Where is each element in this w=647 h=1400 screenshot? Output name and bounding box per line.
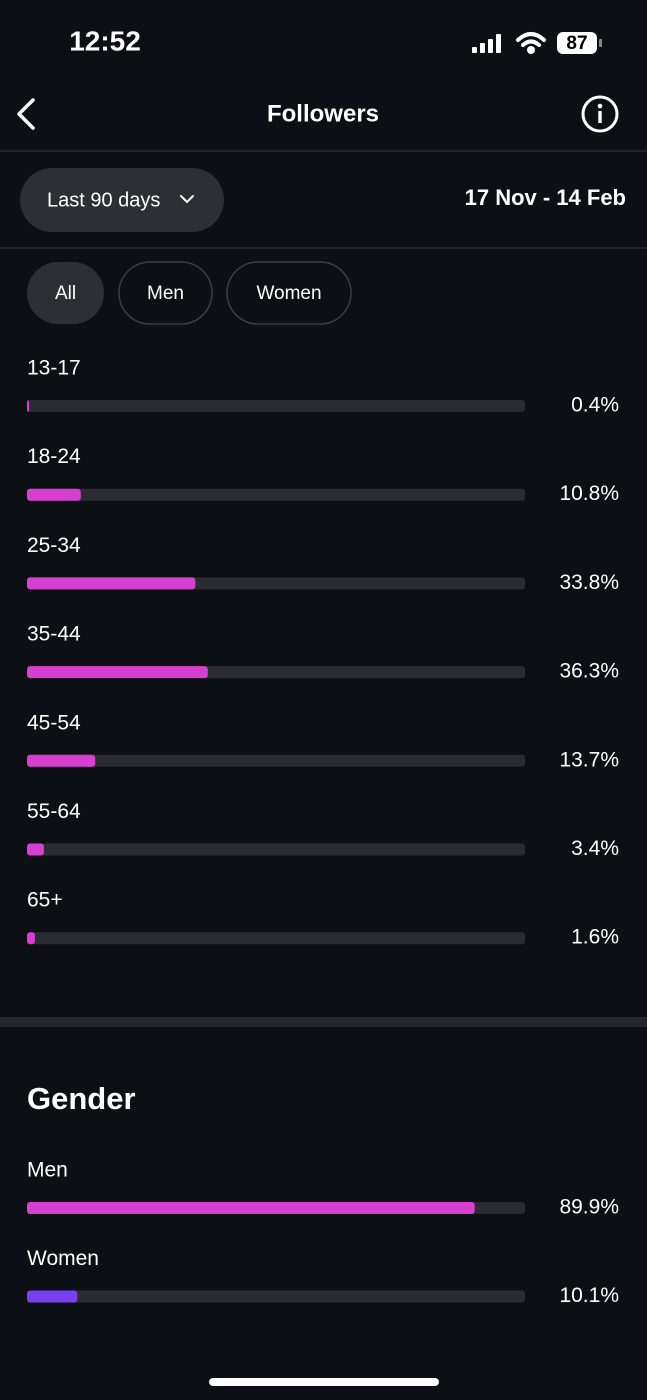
- bar-track: [27, 843, 525, 856]
- row-label: Women: [27, 1247, 99, 1270]
- tab-label: Men: [147, 283, 184, 304]
- row-label: 45-54: [27, 711, 81, 734]
- value-label: 33.8%: [559, 571, 619, 594]
- bar: [27, 400, 29, 412]
- signal-icon: [472, 34, 501, 53]
- bar: [27, 843, 44, 856]
- bar: [27, 1202, 475, 1214]
- row-label: 18-24: [27, 445, 81, 468]
- back-button[interactable]: [17, 98, 35, 130]
- row-label: 25-34: [27, 534, 81, 557]
- tab-label: All: [55, 283, 76, 304]
- value-label: 3.4%: [571, 837, 619, 860]
- range-label: Last 90 days: [47, 189, 160, 211]
- value-label: 10.1%: [559, 1284, 619, 1307]
- range-dropdown[interactable]: [20, 168, 224, 232]
- value-label: 10.8%: [559, 482, 619, 505]
- bar-track: [27, 400, 525, 412]
- gender-title: Gender: [27, 1081, 136, 1116]
- value-label: 36.3%: [559, 660, 619, 683]
- bar: [27, 1290, 78, 1303]
- tab-label: Women: [256, 283, 321, 304]
- value-label: 0.4%: [571, 394, 619, 417]
- wifi-icon: [516, 32, 546, 54]
- battery-tip: [599, 39, 602, 47]
- tab-men[interactable]: [118, 261, 213, 325]
- value-label: 13.7%: [559, 748, 619, 771]
- bar: [27, 488, 81, 501]
- bar: [27, 754, 96, 767]
- bar-track: [27, 754, 525, 767]
- bar: [27, 577, 196, 590]
- bar-track: [27, 932, 525, 945]
- date-range: 17 Nov - 14 Feb: [465, 185, 626, 210]
- clock: 12:52: [69, 25, 141, 56]
- tab-women[interactable]: [226, 261, 352, 325]
- value-label: 89.9%: [559, 1196, 619, 1219]
- row-label: 65+: [27, 889, 63, 912]
- battery-icon: [557, 32, 597, 54]
- bar: [27, 932, 35, 945]
- row-label: Men: [27, 1159, 68, 1182]
- row-label: 13-17: [27, 357, 81, 380]
- page-title: Followers: [267, 100, 379, 127]
- value-label: 1.6%: [571, 926, 619, 949]
- bar-track: [27, 1290, 525, 1303]
- row-label: 55-64: [27, 800, 81, 823]
- battery-level: 87: [566, 33, 587, 54]
- dropdown-chevron: [180, 195, 194, 204]
- tab-all[interactable]: [27, 262, 104, 324]
- row-label: 35-44: [27, 623, 81, 646]
- section-separator: [0, 1017, 647, 1027]
- info-button[interactable]: [581, 95, 619, 133]
- home-indicator: [209, 1378, 439, 1386]
- bar: [27, 666, 208, 679]
- bar-track: [27, 488, 525, 501]
